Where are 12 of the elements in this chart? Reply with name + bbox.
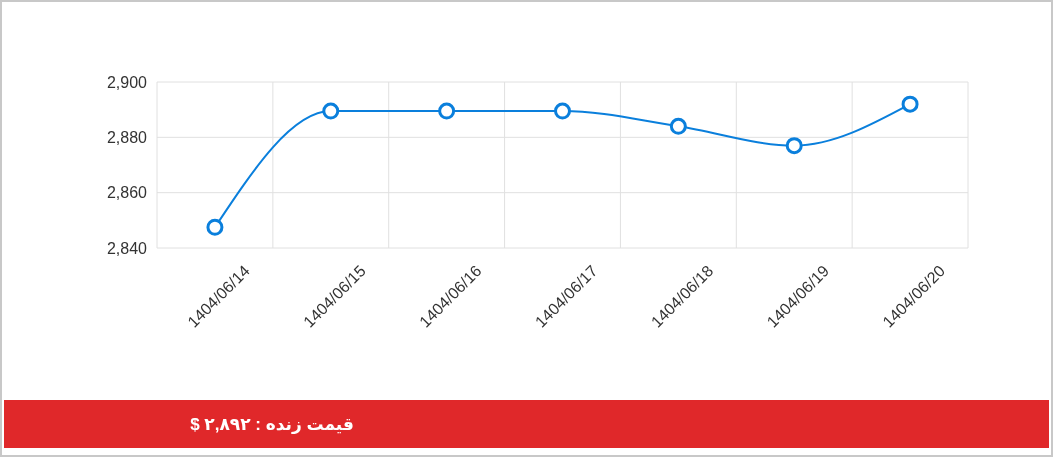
point bbox=[206, 218, 224, 236]
point bbox=[322, 102, 340, 120]
point bbox=[785, 137, 803, 155]
y-tick-label: 2,840 bbox=[106, 239, 148, 257]
text: قیمت زنده : ۲,۸۹۲ $ bbox=[190, 414, 354, 434]
y-tick-label: 2,860 bbox=[106, 184, 148, 202]
point bbox=[669, 117, 687, 135]
y-tick-label: 2,880 bbox=[106, 128, 148, 146]
point bbox=[901, 95, 919, 113]
point bbox=[438, 102, 456, 120]
y-tick-label: 2,900 bbox=[106, 73, 148, 91]
point bbox=[554, 102, 571, 120]
